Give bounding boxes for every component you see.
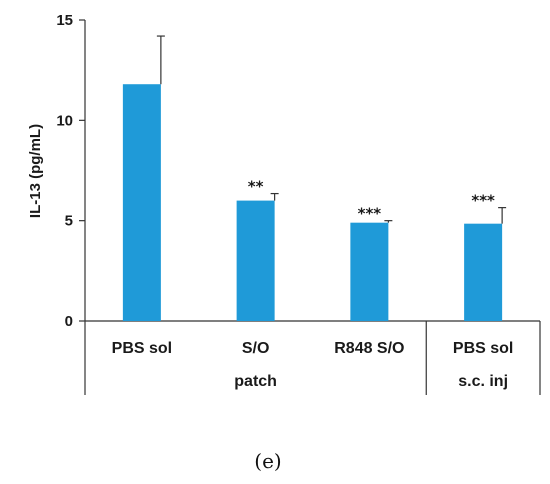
y-axis-label: IL-13 (pg/mL) [27,124,44,218]
x-tick-label: PBS sol [453,340,513,357]
y-tick-label: 10 [56,112,73,129]
group-label: s.c. inj [458,373,508,390]
bar [236,200,275,321]
x-tick-label: PBS sol [112,340,172,357]
group-label: patch [234,373,277,390]
bar [122,84,161,321]
y-tick-label: 15 [56,12,73,29]
x-tick-label: R848 S/O [334,340,404,357]
bar [350,222,389,321]
y-tick-label: 0 [65,313,73,330]
x-tick-label: S/O [242,340,270,357]
significance-label: ** [248,178,264,196]
bar [464,223,503,321]
significance-label: *** [358,205,382,223]
significance-label: *** [471,192,495,210]
y-tick-label: 5 [65,213,73,230]
figure-caption: (e) [254,449,281,473]
